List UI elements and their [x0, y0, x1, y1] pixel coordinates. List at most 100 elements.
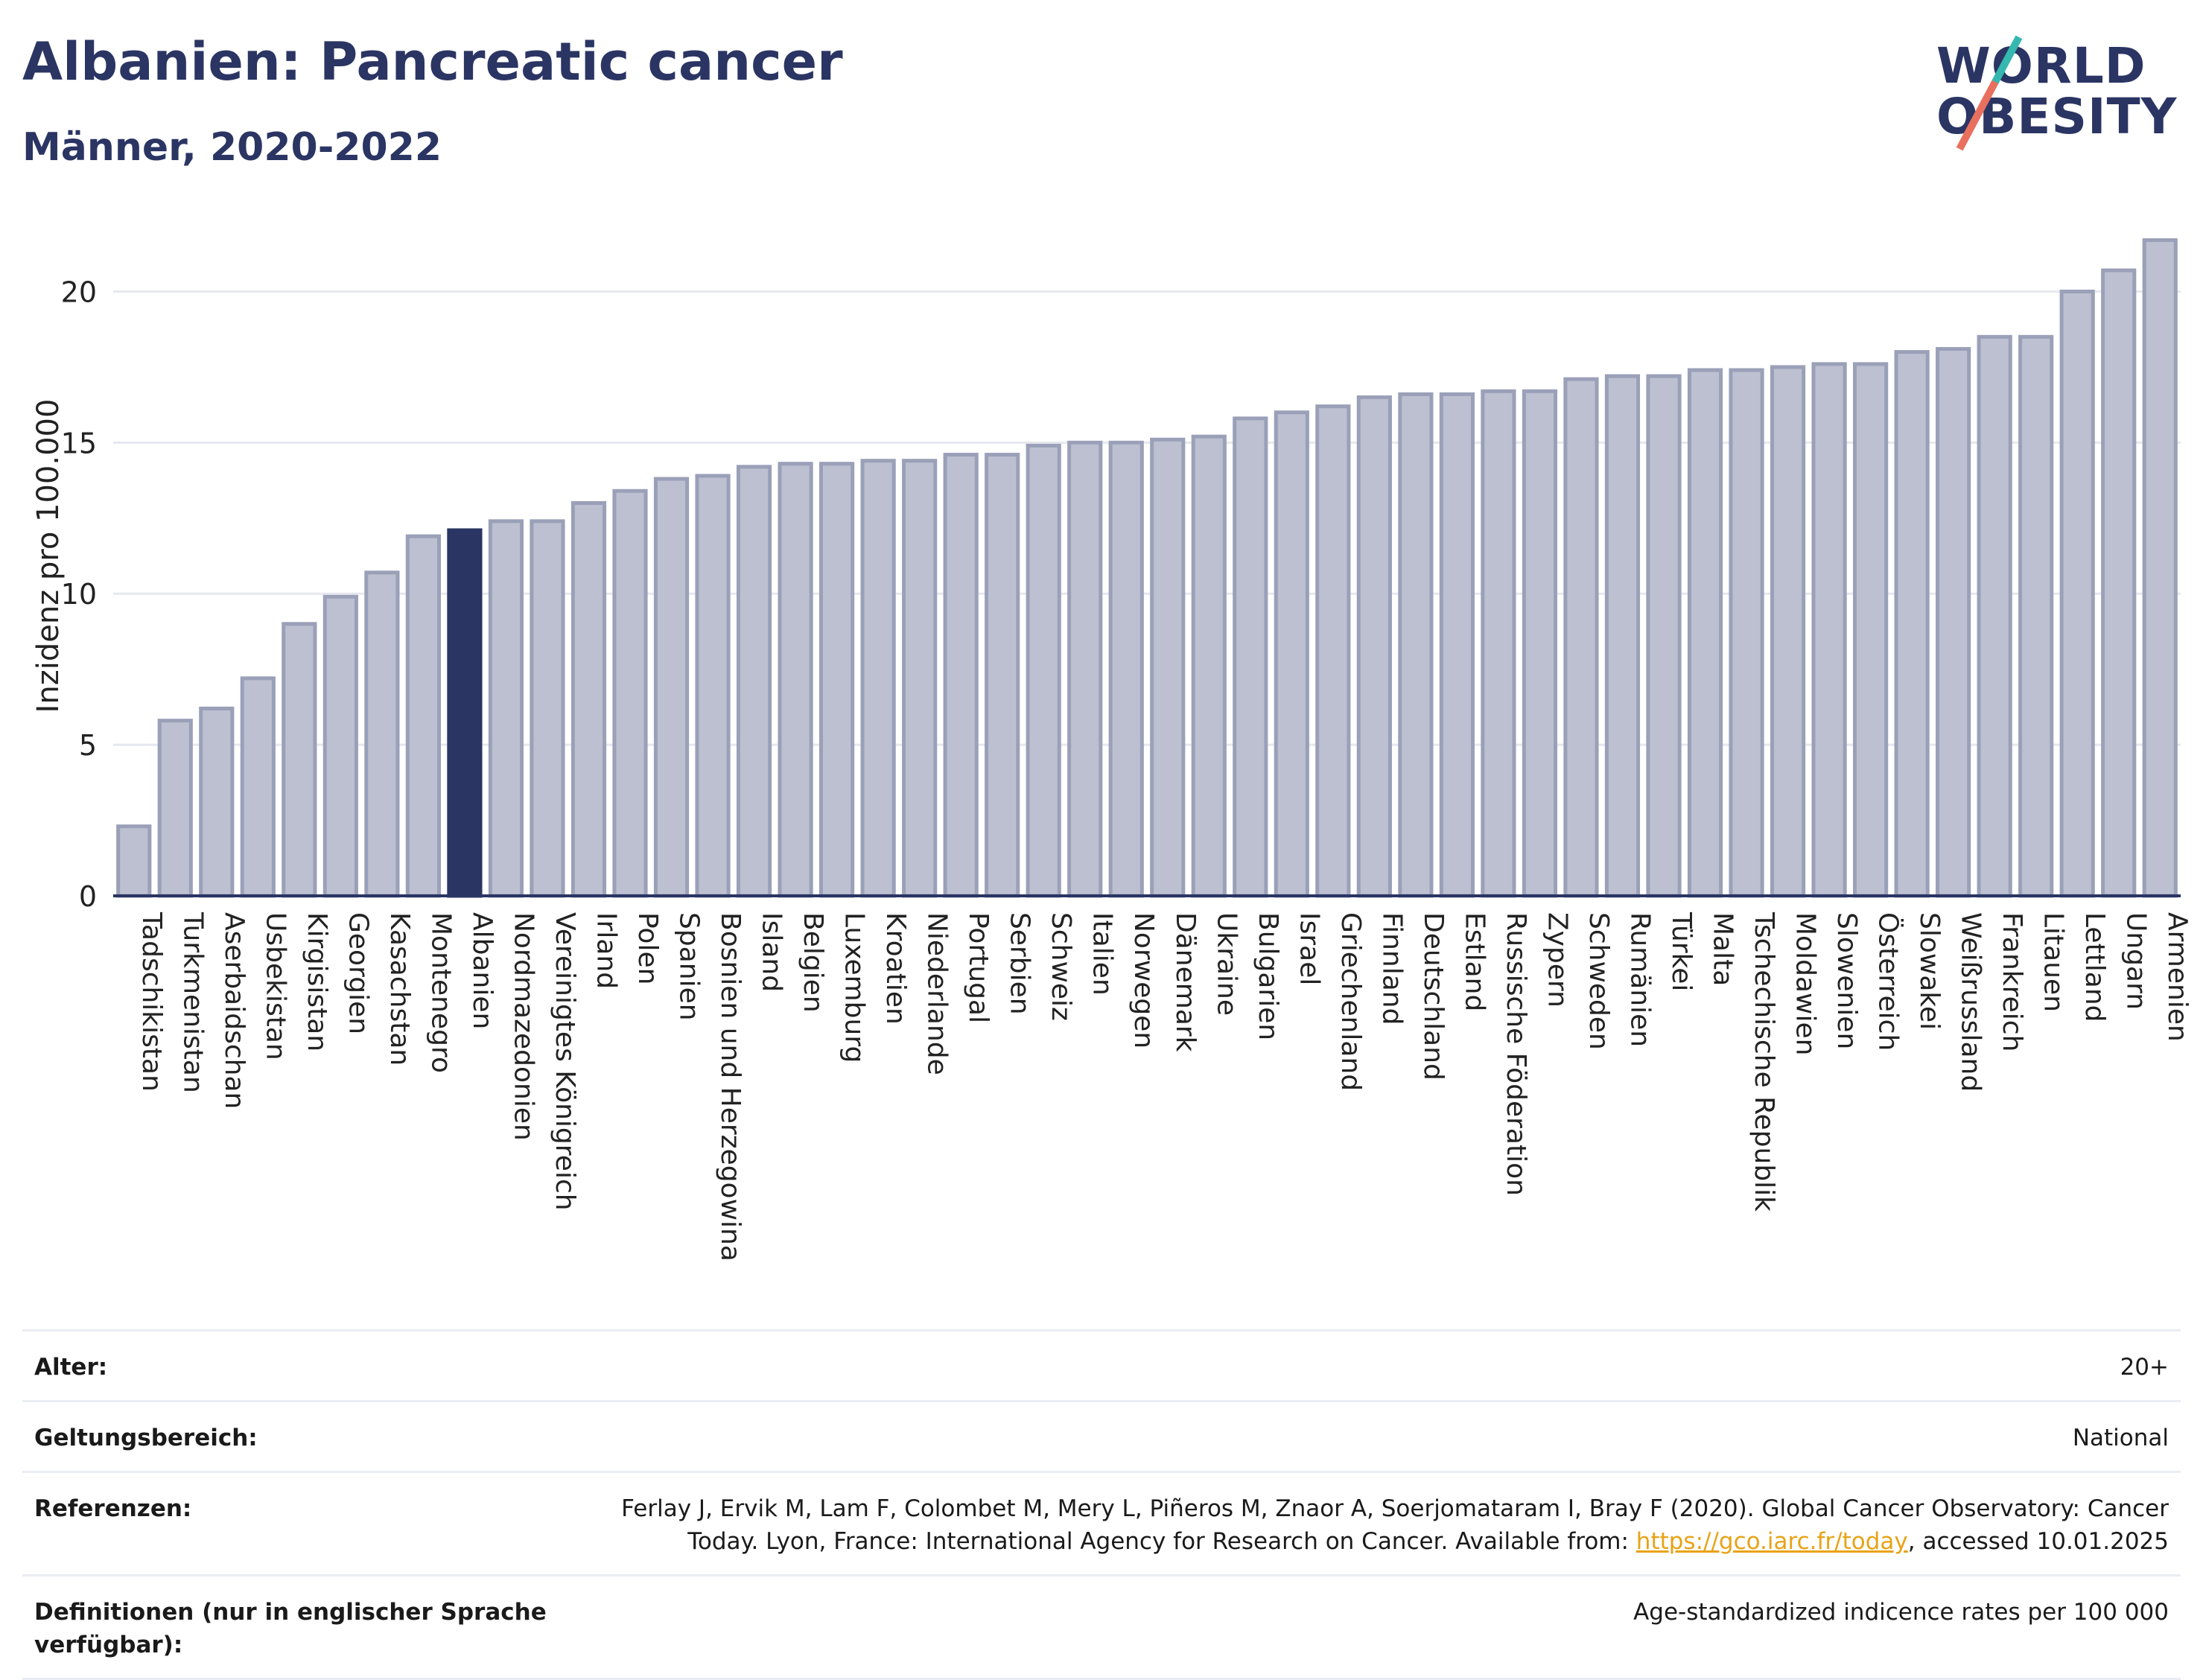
bar	[653, 477, 690, 898]
bar	[1563, 377, 1599, 898]
x-tick-label: Schweiz	[1046, 912, 1076, 1021]
reference-text: Ferlay J, Ervik M, Lam F, Colombet M, Me…	[621, 1495, 2169, 1555]
x-tick-label: Bosnien und Herzegowina	[715, 912, 746, 1261]
x-tick-label: Island	[757, 912, 787, 992]
x-tick-label: Finnland	[1376, 912, 1407, 1025]
x-tick-label: Portugal	[963, 912, 994, 1023]
bar	[364, 570, 400, 898]
x-tick-label: Ungarn	[2121, 912, 2152, 1010]
bar	[199, 706, 235, 898]
bar	[1729, 368, 1764, 898]
x-tick-label: Spanien	[674, 912, 705, 1021]
meta-row-definitions: Definitionen (nur in englischer Sprache …	[22, 1574, 2181, 1680]
x-tick-label: Montenegro	[425, 912, 456, 1073]
meta-label-definitions: Definitionen (nur in englischer Sprache …	[34, 1599, 547, 1658]
y-tick-label: 10	[61, 578, 97, 611]
bar	[488, 519, 524, 898]
meta-value-age: 20+	[2120, 1354, 2169, 1381]
bar	[2142, 238, 2178, 898]
y-tick-label: 20	[61, 276, 97, 308]
x-tick-label: Frankreich	[1997, 912, 2027, 1051]
x-tick-label: Serbien	[1005, 912, 1035, 1015]
bar	[1811, 362, 1847, 898]
bar-chart: 0 5 10 15 20 Inzidenz pro 100.000 Tadschikista…	[31, 238, 2193, 1261]
x-tick-label: Malta	[1708, 912, 1738, 986]
meta-row-age: Alter: 20+	[22, 1329, 2181, 1400]
x-tick-label: Österreich	[1873, 912, 1904, 1051]
logo-line-1: WORLD	[1936, 37, 2146, 95]
bar	[282, 622, 317, 898]
bar	[1439, 392, 1475, 898]
x-tick-label: Slowakei	[1914, 912, 1945, 1030]
x-tick-label: Lettland	[2079, 912, 2110, 1022]
bar	[943, 453, 979, 898]
bar	[1067, 440, 1103, 898]
bar	[2059, 289, 2095, 898]
x-tick-label: Weißrussland	[1956, 912, 1986, 1092]
x-tick-label: Moldawien	[1790, 912, 1821, 1055]
x-tick-label: Slowenien	[1831, 912, 1862, 1049]
bar	[322, 594, 358, 898]
bar	[1646, 374, 1682, 898]
x-tick-label: Usbekistan	[260, 912, 290, 1060]
bar	[1770, 365, 1806, 898]
x-tick-label: Irland	[591, 912, 621, 989]
x-tick-label: Nordmazedonien	[508, 912, 538, 1141]
meta-label-references: Referenzen:	[34, 1495, 192, 1522]
bar	[1853, 362, 1889, 898]
x-tick-label: Kasachstan	[384, 912, 415, 1066]
meta-row-references: Referenzen: Ferlay J, Ervik M, Lam F, Co…	[22, 1471, 2181, 1574]
reference-link[interactable]: https://gco.iarc.fr/today	[1635, 1528, 1908, 1555]
bar	[1356, 395, 1392, 898]
bar	[1233, 416, 1268, 898]
x-tick-label: Italien	[1087, 912, 1118, 996]
x-tick-label: Kirgisistan	[302, 912, 332, 1051]
bar	[1522, 389, 1558, 898]
bar	[778, 462, 813, 898]
bar	[612, 489, 648, 898]
bar	[819, 462, 855, 898]
x-tick-label: Russische Föderation	[1501, 912, 1531, 1196]
x-tick-label: Kroatien	[880, 912, 911, 1025]
world-obesity-logo: WORLD OBESITY	[1936, 22, 2190, 156]
chart-title: Albanien: Pancreatic cancer	[22, 31, 843, 92]
y-tick-label: 5	[79, 729, 97, 762]
y-axis-title: Inzidenz pro 100.000	[31, 399, 66, 713]
bar	[1108, 440, 1144, 898]
bar	[1687, 368, 1723, 898]
x-tick-label: Schweden	[1583, 912, 1614, 1050]
x-tick-label: Vereinigtes Königreich	[550, 912, 580, 1211]
bar	[1026, 443, 1061, 898]
bar	[530, 519, 565, 898]
x-tick-label: Israel	[1294, 912, 1324, 985]
bar	[736, 465, 772, 898]
x-tick-label: Albanien	[467, 912, 497, 1029]
chart-subtitle: Männer, 2020-2022	[22, 125, 442, 170]
meta-value-references: Ferlay J, Ervik M, Lam F, Colombet M, Me…	[568, 1492, 2169, 1558]
x-tick-label: Zypern	[1542, 912, 1572, 1008]
meta-value-definitions: Age-standardized indicence rates per 100…	[1633, 1599, 2169, 1626]
x-tick-label: Georgien	[343, 912, 373, 1034]
x-tick-label: Tadschikistan	[136, 911, 167, 1092]
bar	[1315, 404, 1351, 898]
x-tick-label: Aserbaidschan	[219, 912, 249, 1109]
x-tick-label: Luxemburg	[839, 912, 870, 1063]
x-tick-label: Dänemark	[1170, 912, 1201, 1052]
bar	[157, 719, 193, 898]
x-tick-label: Rumänien	[1624, 912, 1655, 1047]
bar	[1481, 389, 1516, 898]
x-tick-label: Armenien	[2162, 912, 2193, 1042]
bar	[1936, 347, 1971, 898]
x-tick-label: Niederlande	[922, 912, 953, 1075]
x-tick-label: Tschechische Republik	[1749, 911, 1779, 1212]
x-tick-label: Litauen	[2038, 912, 2069, 1012]
bar	[2101, 268, 2137, 898]
meta-label-age: Alter:	[34, 1354, 108, 1381]
meta-value-scope: National	[2072, 1425, 2169, 1451]
x-tick-label: Belgien	[798, 912, 828, 1013]
x-tick-label: Norwegen	[1128, 912, 1159, 1049]
bar	[240, 676, 276, 898]
x-tick-label: Ukraine	[1211, 912, 1242, 1016]
meta-label-scope: Geltungsbereich:	[34, 1425, 258, 1451]
bar	[116, 824, 152, 898]
